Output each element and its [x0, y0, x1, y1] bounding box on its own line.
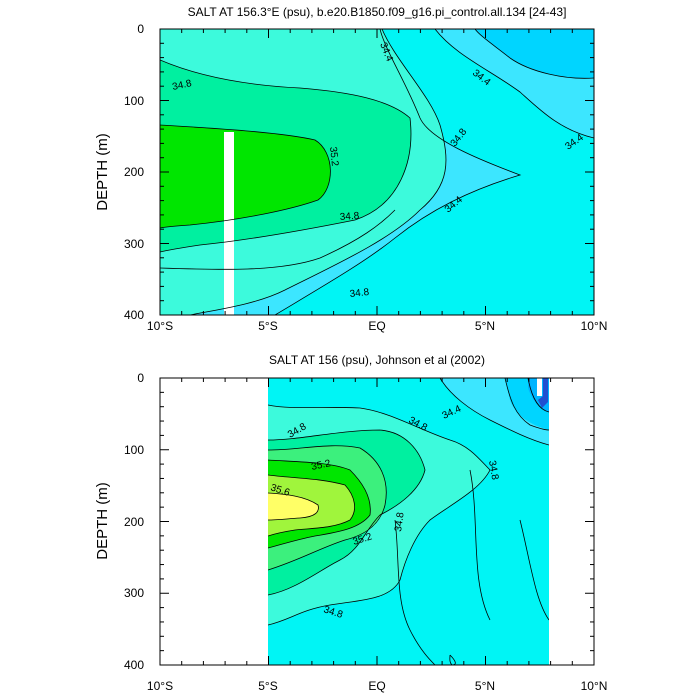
contour-label: 34.8: [393, 511, 407, 532]
x-tick-label: 10°S: [147, 679, 173, 693]
fill-34.6: [160, 29, 594, 315]
fill-35.8: [268, 493, 319, 520]
panel-obs-title: SALT AT 156 (psu), Johnson et al (2002): [269, 353, 485, 367]
y-tick-label: 0: [137, 371, 144, 385]
fill-34.2: [475, 29, 594, 79]
panel-model-x-axis: 10°S 5°S EQ 5°N 10°N: [147, 319, 607, 333]
y-tick-label: 200: [124, 165, 144, 179]
y-tick-label: 400: [124, 658, 144, 672]
y-tick-label: 0: [137, 22, 144, 36]
y-tick-label: 100: [124, 443, 144, 457]
x-tick-label: EQ: [368, 319, 385, 333]
y-tick-label: 300: [124, 237, 144, 251]
panel-model: SALT AT 156.3°E (psu), b.e20.B1850.f09_g…: [94, 5, 607, 333]
x-tick-label: 10°S: [147, 319, 173, 333]
y-tick-label: 100: [124, 94, 144, 108]
missing-strip: [224, 132, 234, 315]
contour-label: 34.8: [349, 287, 370, 300]
contour-label: 35.2: [310, 458, 332, 473]
panel-model-filled-contours: [160, 29, 594, 315]
panel-model-ticks: [159, 28, 595, 316]
panel-model-y-axis: 0 100 200 300 400 DEPTH (m): [94, 22, 144, 322]
y-tick-label: 400: [124, 308, 144, 322]
contour-label: 34.8: [339, 211, 360, 223]
contour-label: 34.8: [486, 460, 500, 482]
x-tick-label: 10°N: [581, 319, 608, 333]
y-axis-label: DEPTH (m): [94, 482, 111, 560]
x-tick-label: 5°S: [258, 319, 277, 333]
x-tick-label: 10°N: [581, 679, 608, 693]
x-tick-label: EQ: [368, 679, 385, 693]
panel-obs-contour-lines: [268, 378, 549, 665]
missing-notch: [537, 378, 542, 396]
deep-fresh-core: [538, 378, 548, 408]
y-tick-label: 300: [124, 586, 144, 600]
contour-label: 34.8: [171, 78, 193, 93]
x-tick-label: 5°N: [475, 319, 495, 333]
contour-label: 35.2: [327, 146, 340, 167]
y-tick-label: 200: [124, 515, 144, 529]
panel-obs-y-axis: 0 100 200 300 400 DEPTH (m): [94, 371, 144, 672]
panel-obs: SALT AT 156 (psu), Johnson et al (2002): [94, 353, 607, 693]
panel-model-contour-lines: [160, 29, 594, 315]
panel-obs-x-axis: 10°S 5°S EQ 5°N 10°N: [147, 679, 607, 693]
x-tick-label: 5°S: [258, 679, 277, 693]
y-axis-label: DEPTH (m): [94, 133, 111, 211]
x-tick-label: 5°N: [475, 679, 495, 693]
fill-35.2: [160, 125, 331, 228]
panel-obs-ticks: [159, 377, 595, 666]
panel-model-title: SALT AT 156.3°E (psu), b.e20.B1850.f09_g…: [188, 5, 567, 19]
